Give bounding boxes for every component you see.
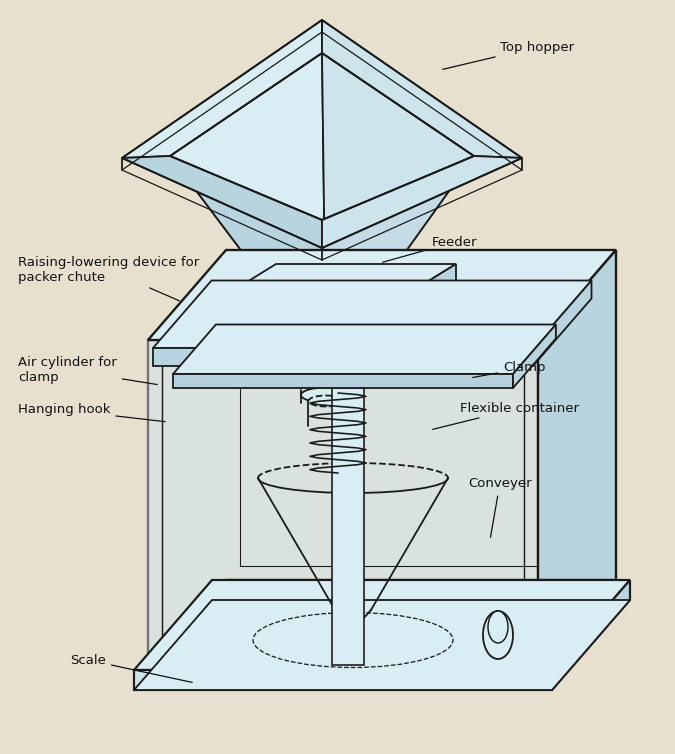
Ellipse shape	[308, 396, 344, 406]
Text: Flexible container: Flexible container	[433, 401, 579, 429]
Text: Clamp: Clamp	[472, 361, 545, 378]
Ellipse shape	[308, 358, 344, 368]
Text: Scale: Scale	[70, 654, 192, 682]
Polygon shape	[153, 280, 591, 348]
Ellipse shape	[301, 388, 351, 403]
Polygon shape	[533, 280, 591, 366]
Polygon shape	[322, 20, 522, 158]
Polygon shape	[322, 53, 474, 363]
Text: Hanging hook: Hanging hook	[18, 403, 165, 421]
Polygon shape	[513, 324, 556, 388]
Polygon shape	[148, 580, 616, 670]
Polygon shape	[552, 580, 630, 690]
Text: Feeder: Feeder	[383, 235, 477, 262]
Polygon shape	[148, 250, 616, 340]
Polygon shape	[134, 670, 552, 690]
Polygon shape	[538, 250, 616, 670]
Polygon shape	[148, 340, 538, 670]
Polygon shape	[170, 156, 326, 363]
Ellipse shape	[483, 611, 513, 659]
Text: Air cylinder for
clamp: Air cylinder for clamp	[18, 356, 157, 385]
Polygon shape	[173, 374, 513, 388]
Text: Raising-lowering device for
packer chute: Raising-lowering device for packer chute	[18, 256, 199, 301]
Polygon shape	[234, 264, 456, 290]
Text: Top hopper: Top hopper	[443, 41, 574, 69]
Ellipse shape	[488, 611, 508, 643]
Polygon shape	[234, 290, 414, 345]
Polygon shape	[170, 53, 326, 363]
Polygon shape	[134, 580, 630, 670]
Polygon shape	[322, 156, 522, 248]
Polygon shape	[122, 20, 322, 158]
Polygon shape	[332, 388, 364, 665]
Polygon shape	[414, 264, 456, 345]
Polygon shape	[173, 324, 556, 374]
Polygon shape	[122, 156, 322, 248]
Polygon shape	[134, 600, 630, 690]
Polygon shape	[153, 348, 533, 366]
Polygon shape	[322, 156, 474, 363]
Text: Conveyer: Conveyer	[468, 477, 532, 538]
